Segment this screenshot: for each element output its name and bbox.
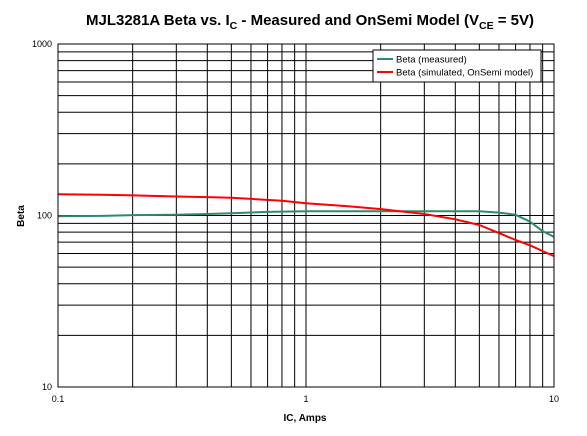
y-axis-label: Beta bbox=[16, 205, 27, 227]
y-tick-label: 100 bbox=[37, 211, 52, 221]
x-tick-label: 0.1 bbox=[52, 394, 65, 404]
x-axis-label: IC, Amps bbox=[284, 413, 327, 424]
legend-label: Beta (simulated, OnSemi model) bbox=[396, 68, 533, 79]
plot-frame bbox=[57, 43, 555, 388]
y-tick-label: 1000 bbox=[32, 39, 52, 49]
legend-box bbox=[372, 49, 542, 83]
series-line-measured bbox=[57, 210, 555, 238]
legend-label: Beta (measured) bbox=[396, 55, 467, 66]
x-tick-label: 1 bbox=[303, 394, 308, 404]
series-line-simulated bbox=[57, 193, 555, 258]
chart-title: MJL3281A Beta vs. IC - Measured and OnSe… bbox=[86, 12, 534, 32]
y-tick-label: 10 bbox=[42, 382, 52, 392]
x-tick-label: 10 bbox=[549, 394, 559, 404]
plot-area: 0.1 1 10 10 100 1000 Beta (measured) Beta (simu… bbox=[32, 39, 559, 404]
